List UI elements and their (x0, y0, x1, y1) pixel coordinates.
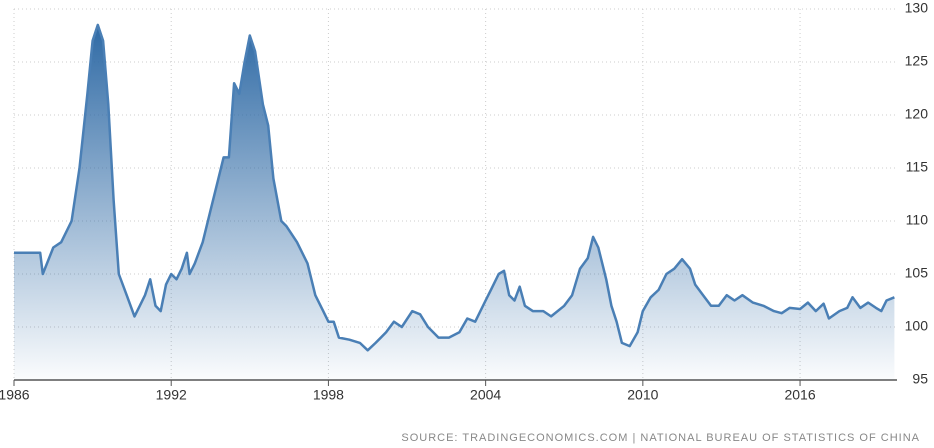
y-tick-label: 115 (906, 159, 929, 175)
y-tick-label: 130 (905, 0, 929, 16)
y-tick-label: 105 (905, 265, 929, 281)
x-tick-label: 1998 (313, 387, 344, 403)
x-tick-label: 1986 (0, 387, 30, 403)
y-tick-label: 100 (905, 318, 929, 334)
y-tick-label: 125 (905, 53, 929, 69)
x-tick-label: 2004 (470, 387, 501, 403)
x-tick-label: 2010 (627, 387, 658, 403)
y-tick-label: 120 (905, 106, 929, 122)
source-note: SOURCE: TRADINGECONOMICS.COM | NATIONAL … (401, 432, 920, 444)
line (14, 23, 895, 352)
y-tick-label: 95 (912, 371, 928, 387)
x-tick-label: 2016 (784, 387, 815, 403)
y-tick-label: 110 (906, 212, 929, 228)
x-tick-label: 1992 (156, 387, 187, 403)
area-fill (14, 24, 895, 381)
